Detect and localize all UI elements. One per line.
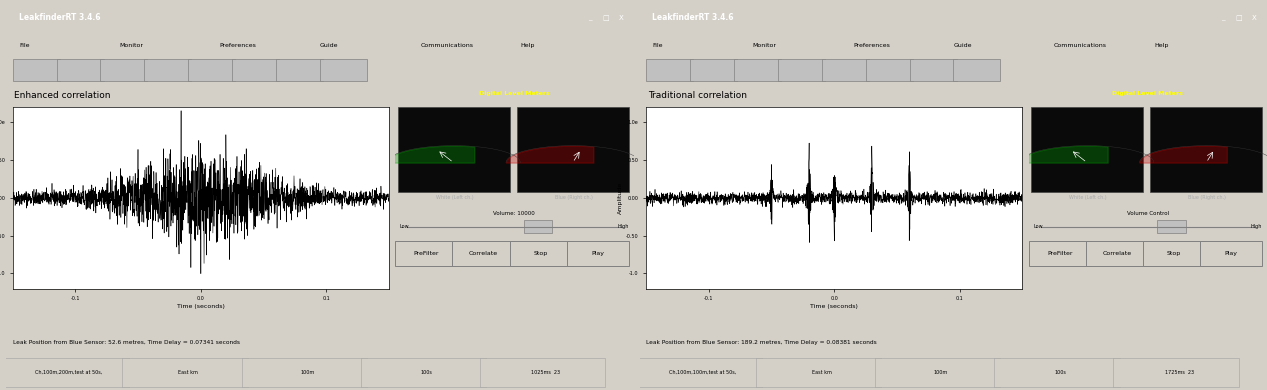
Text: East km: East km (179, 370, 198, 375)
Text: White (Left ch.): White (Left ch.) (436, 195, 474, 200)
Text: Leak Position from Blue Sensor: 189.2 metres, Time Delay = 0.08381 seconds: Leak Position from Blue Sensor: 189.2 me… (646, 340, 877, 345)
FancyBboxPatch shape (1200, 241, 1262, 266)
FancyBboxPatch shape (398, 107, 509, 192)
Text: _: _ (1221, 14, 1225, 21)
FancyBboxPatch shape (1150, 107, 1262, 192)
Text: Play: Play (592, 251, 604, 256)
FancyBboxPatch shape (452, 241, 514, 266)
FancyBboxPatch shape (1143, 241, 1205, 266)
FancyBboxPatch shape (566, 241, 628, 266)
Text: Guide: Guide (954, 43, 972, 48)
Text: Stop: Stop (533, 251, 547, 256)
FancyBboxPatch shape (517, 107, 628, 192)
Text: LeakfinderRT 3.4.6: LeakfinderRT 3.4.6 (19, 13, 100, 22)
FancyBboxPatch shape (954, 59, 1001, 82)
Text: Digital Level Meters: Digital Level Meters (1112, 91, 1183, 96)
Text: Low: Low (1034, 224, 1043, 229)
FancyBboxPatch shape (637, 358, 763, 387)
Text: Volume Control: Volume Control (1126, 211, 1169, 216)
Text: Help: Help (521, 43, 535, 48)
FancyBboxPatch shape (691, 59, 737, 82)
Text: Blue (Right ch.): Blue (Right ch.) (1188, 195, 1226, 200)
Text: 1725ms  23: 1725ms 23 (1164, 370, 1194, 375)
Text: Volume: 10000: Volume: 10000 (493, 211, 535, 216)
FancyBboxPatch shape (778, 59, 825, 82)
Text: White (Left ch.): White (Left ch.) (1069, 195, 1107, 200)
Text: Communications: Communications (1054, 43, 1107, 48)
FancyBboxPatch shape (523, 220, 552, 234)
Text: Blue (Right ch.): Blue (Right ch.) (555, 195, 593, 200)
Text: LeakfinderRT 3.4.6: LeakfinderRT 3.4.6 (653, 13, 734, 22)
X-axis label: Time (seconds): Time (seconds) (177, 304, 224, 309)
Text: Leak Position from Blue Sensor: 52.6 metres, Time Delay = 0.07341 seconds: Leak Position from Blue Sensor: 52.6 met… (13, 340, 239, 345)
Text: X: X (618, 14, 623, 21)
Text: 100m: 100m (934, 370, 948, 375)
FancyBboxPatch shape (875, 358, 1001, 387)
Text: 100m: 100m (300, 370, 314, 375)
Text: □: □ (602, 14, 608, 21)
Text: Stop: Stop (1167, 251, 1181, 256)
Text: Play: Play (1225, 251, 1238, 256)
Text: Help: Help (1154, 43, 1168, 48)
Text: File: File (19, 43, 29, 48)
FancyBboxPatch shape (995, 358, 1120, 387)
FancyBboxPatch shape (480, 358, 606, 387)
FancyBboxPatch shape (4, 358, 129, 387)
Text: Monitor: Monitor (753, 43, 777, 48)
FancyBboxPatch shape (276, 59, 323, 82)
Text: Correlate: Correlate (469, 251, 498, 256)
Text: Low: Low (400, 224, 409, 229)
Text: Traditional correlation: Traditional correlation (647, 91, 746, 100)
Y-axis label: Amplitude: Amplitude (618, 182, 623, 214)
Text: Digital Level Meters: Digital Level Meters (479, 91, 550, 96)
FancyBboxPatch shape (123, 358, 248, 387)
FancyBboxPatch shape (319, 59, 367, 82)
FancyBboxPatch shape (395, 241, 457, 266)
Text: 1025ms  23: 1025ms 23 (531, 370, 560, 375)
Text: _: _ (588, 14, 592, 21)
FancyBboxPatch shape (646, 59, 693, 82)
FancyBboxPatch shape (1114, 358, 1239, 387)
Text: □: □ (1235, 14, 1242, 21)
Text: PreFilter: PreFilter (413, 251, 438, 256)
Text: File: File (653, 43, 663, 48)
Text: Enhanced correlation: Enhanced correlation (14, 91, 110, 100)
FancyBboxPatch shape (509, 241, 571, 266)
FancyBboxPatch shape (1086, 241, 1148, 266)
Text: Ch,100m,100m,test at 50s,: Ch,100m,100m,test at 50s, (669, 370, 736, 375)
FancyBboxPatch shape (1031, 107, 1143, 192)
Text: East km: East km (812, 370, 831, 375)
Text: 100s: 100s (421, 370, 432, 375)
Text: X: X (1252, 14, 1257, 21)
Text: PreFilter: PreFilter (1047, 251, 1072, 256)
FancyBboxPatch shape (1029, 241, 1091, 266)
Text: High: High (617, 224, 628, 229)
FancyBboxPatch shape (756, 358, 882, 387)
FancyBboxPatch shape (242, 358, 367, 387)
FancyBboxPatch shape (232, 59, 279, 82)
Text: High: High (1251, 224, 1262, 229)
FancyBboxPatch shape (13, 59, 60, 82)
Text: Guide: Guide (319, 43, 338, 48)
Text: Monitor: Monitor (119, 43, 143, 48)
FancyBboxPatch shape (189, 59, 236, 82)
FancyBboxPatch shape (734, 59, 780, 82)
Text: Communications: Communications (421, 43, 474, 48)
Text: Preferences: Preferences (219, 43, 256, 48)
FancyBboxPatch shape (144, 59, 191, 82)
FancyBboxPatch shape (865, 59, 912, 82)
FancyBboxPatch shape (1157, 220, 1186, 234)
FancyBboxPatch shape (822, 59, 869, 82)
Text: Preferences: Preferences (853, 43, 889, 48)
FancyBboxPatch shape (910, 59, 957, 82)
Text: 100s: 100s (1054, 370, 1066, 375)
Text: Ch,100m,200m,test at 50s,: Ch,100m,200m,test at 50s, (35, 370, 103, 375)
FancyBboxPatch shape (57, 59, 104, 82)
Text: Correlate: Correlate (1102, 251, 1131, 256)
FancyBboxPatch shape (361, 358, 487, 387)
FancyBboxPatch shape (100, 59, 147, 82)
X-axis label: Time (seconds): Time (seconds) (811, 304, 858, 309)
